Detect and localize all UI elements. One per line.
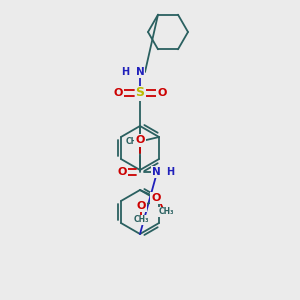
Text: O: O (136, 201, 146, 211)
Text: CH₃: CH₃ (158, 208, 174, 217)
Text: S: S (136, 86, 145, 100)
Text: O: O (117, 167, 127, 177)
Text: O: O (157, 88, 167, 98)
Text: N: N (152, 167, 160, 177)
Text: H: H (121, 67, 129, 77)
Text: H: H (166, 167, 174, 177)
Text: O: O (113, 88, 123, 98)
Text: O: O (135, 135, 145, 145)
Text: O: O (151, 193, 161, 203)
Text: CH₃: CH₃ (133, 215, 149, 224)
Text: CH₃: CH₃ (125, 137, 141, 146)
Text: N: N (136, 67, 144, 77)
